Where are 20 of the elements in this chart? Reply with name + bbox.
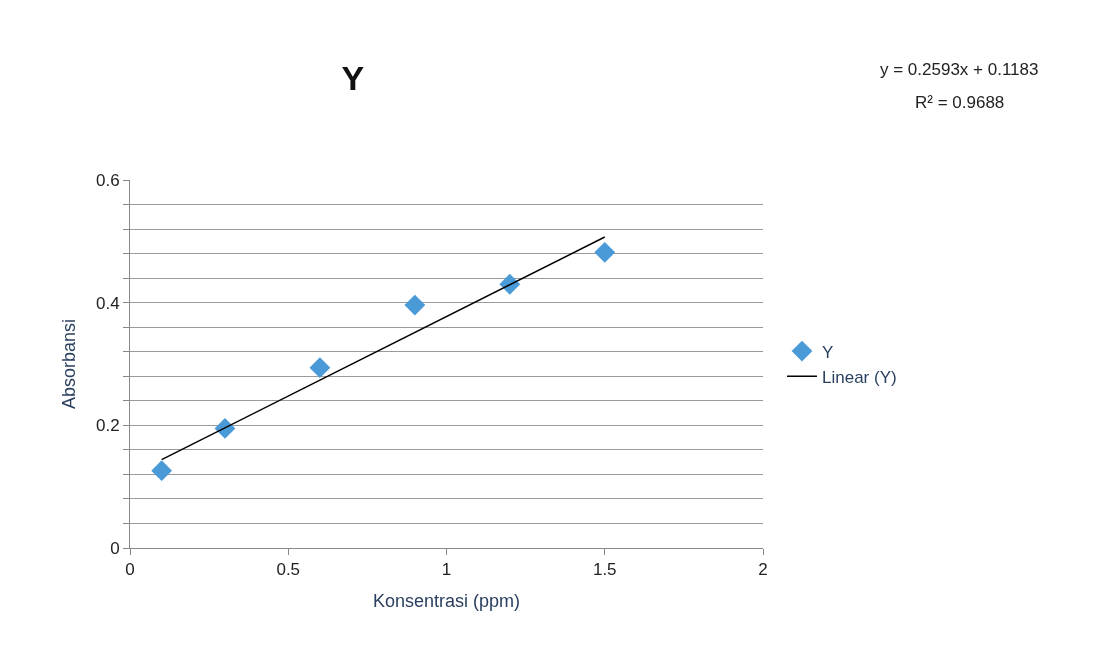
y-tick-label: 0.2 xyxy=(95,416,120,436)
y-tick-label: 0.6 xyxy=(95,170,120,190)
legend-label: Y xyxy=(821,342,834,362)
x-tick-label: 1.5 xyxy=(592,560,617,580)
x-tick-label: 0.5 xyxy=(276,560,301,580)
legend-label: Linear (Y) xyxy=(821,367,897,387)
text: R² = 0.9688 xyxy=(915,93,1005,112)
text: y = 0.2593x + 0.1183 xyxy=(880,60,1039,79)
x-tick-label: 0 xyxy=(125,560,135,580)
point xyxy=(151,460,173,482)
y-axis-title: Absorbansi xyxy=(59,318,80,410)
x-tick-label: 1 xyxy=(441,560,452,580)
y-tick-label: 0.4 xyxy=(95,293,120,313)
point xyxy=(404,294,426,316)
point xyxy=(309,357,331,379)
chart-title: Y xyxy=(341,58,365,97)
point xyxy=(594,241,616,263)
x-axis-title: Konsentrasi (ppm) xyxy=(372,590,521,611)
x-tick-label: 2 xyxy=(758,560,768,580)
y-tick-label: 0 xyxy=(110,538,120,558)
